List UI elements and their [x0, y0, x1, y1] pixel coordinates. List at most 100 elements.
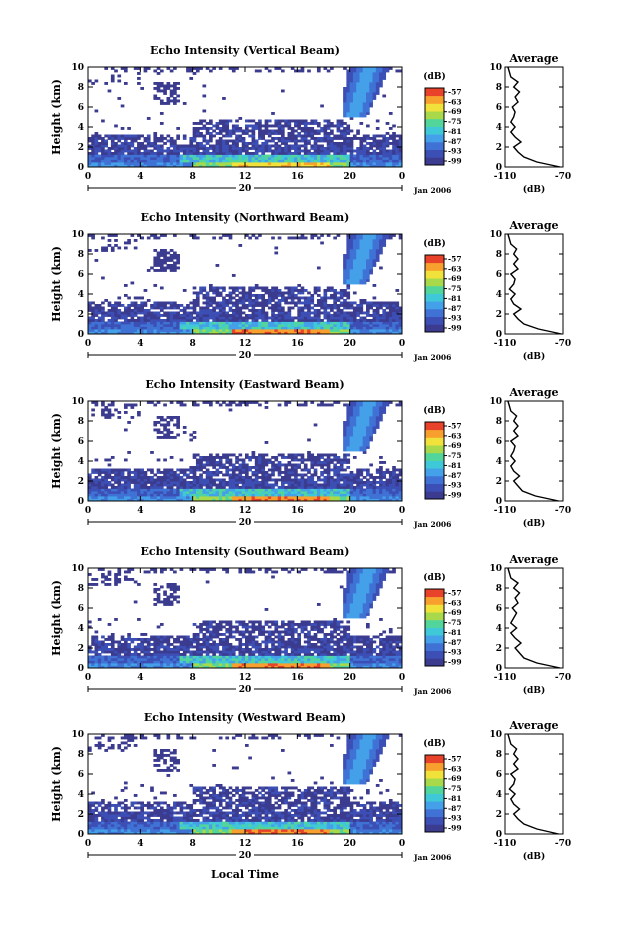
heatmap-cell [300, 483, 305, 487]
average-y-tick-label: 2 [496, 310, 502, 320]
heatmap-cell [352, 331, 357, 335]
heatmap-cell [127, 162, 131, 165]
heatmap-cell [290, 481, 295, 484]
heatmap-cell [209, 456, 213, 459]
heatmap-cell [349, 488, 354, 492]
heatmap-cell [346, 403, 351, 407]
heatmap-cell [333, 304, 337, 307]
heatmap-cell [336, 331, 341, 335]
heatmap-cell [254, 139, 259, 143]
heatmap-cell [182, 471, 187, 474]
heatmap-cell [330, 468, 334, 472]
heatmap-cell [212, 299, 216, 302]
heatmap-cell [97, 144, 102, 148]
heatmap-cell [287, 463, 292, 467]
heatmap-cell [251, 314, 256, 317]
heatmap-cell [166, 264, 171, 267]
heatmap-cell [202, 326, 207, 330]
heatmap-cell [192, 147, 197, 150]
heatmap-cell [356, 433, 360, 437]
heatmap-cell [375, 67, 380, 70]
heatmap-cell [192, 291, 197, 295]
heatmap-cell [245, 147, 249, 150]
heatmap-cell [218, 483, 223, 487]
heatmap-cell [264, 154, 269, 158]
heatmap-cell [120, 496, 125, 499]
heatmap-cell [133, 239, 138, 242]
heatmap-cell [336, 326, 341, 330]
heatmap-cell [215, 326, 220, 330]
heatmap-cell [362, 164, 367, 168]
heatmap-cell [212, 319, 216, 322]
heatmap-cell [300, 162, 305, 165]
heatmap-cell [356, 401, 360, 404]
heatmap-cell [349, 316, 354, 320]
heatmap-cell [182, 488, 187, 492]
heatmap-cell [169, 259, 174, 262]
heatmap-cell [117, 74, 122, 78]
heatmap-cell [251, 478, 256, 482]
heatmap-cell [205, 461, 210, 464]
heatmap-cell [215, 316, 220, 320]
panel-title: Echo Intensity (Vertical Beam) [150, 44, 340, 57]
heatmap-cell [366, 97, 370, 100]
heatmap-cell [104, 134, 109, 138]
heatmap-cell [202, 478, 207, 482]
heatmap-cell [123, 311, 128, 315]
heatmap-cell [320, 154, 324, 158]
heatmap-cell [245, 294, 249, 297]
heatmap-cell [349, 314, 354, 317]
heatmap-cell [274, 478, 279, 482]
heatmap-cell [166, 157, 171, 160]
heatmap-cell [290, 164, 295, 168]
heatmap-cell [258, 137, 262, 140]
y-tick-label: 10 [71, 230, 84, 240]
heatmap-cell [346, 239, 351, 242]
heatmap-cell [254, 498, 259, 502]
heatmap-cell [215, 456, 220, 459]
heatmap-cell [146, 331, 151, 335]
heatmap-cell [176, 154, 180, 158]
heatmap-cell [88, 157, 92, 160]
heatmap-cell [166, 428, 171, 432]
heatmap-cell [346, 94, 351, 98]
heatmap-cell [366, 491, 370, 494]
heatmap-cell [349, 144, 354, 148]
heatmap-cell [300, 157, 305, 160]
heatmap-cell [310, 306, 315, 310]
heatmap-cell [235, 329, 239, 332]
heatmap-cell [166, 326, 171, 330]
heatmap-cell [336, 468, 341, 472]
heatmap-cell [323, 471, 328, 474]
heatmap-cell [245, 491, 249, 494]
heatmap-cell [130, 329, 135, 332]
heatmap-cell [287, 468, 292, 472]
y-tick-label: 8 [78, 83, 84, 93]
heatmap-cell [356, 321, 360, 325]
heatmap-cell [159, 319, 164, 322]
heatmap-cell [323, 306, 328, 310]
heatmap-cell [349, 406, 354, 409]
heatmap-cell [339, 329, 344, 332]
heatmap-cell [202, 134, 207, 138]
heatmap-cell [199, 331, 203, 335]
heatmap-cell [267, 498, 272, 502]
average-frame [504, 66, 564, 168]
heatmap-cell [271, 486, 275, 489]
heatmap-cell [271, 112, 275, 115]
heatmap-cell [330, 331, 334, 335]
heatmap-cell [333, 154, 337, 158]
heatmap-cell [330, 483, 334, 487]
heatmap-cell [101, 486, 105, 489]
heatmap-cell [179, 483, 184, 487]
heatmap-cell [352, 426, 357, 429]
heatmap-cell [127, 154, 131, 158]
heatmap-cell [264, 483, 269, 487]
heatmap-cell [300, 119, 305, 123]
heatmap-cell [94, 468, 99, 472]
heatmap-cell [379, 74, 383, 78]
heatmap-cell [346, 84, 351, 88]
heatmap-cell [248, 481, 252, 484]
heatmap-cell [284, 157, 288, 160]
